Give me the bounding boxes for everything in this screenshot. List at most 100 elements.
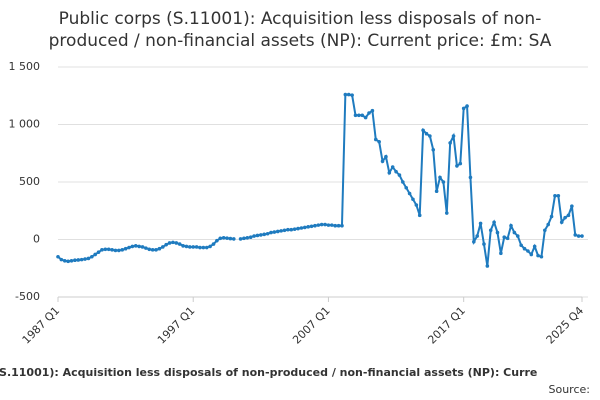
point: [231, 237, 236, 241]
point: [390, 165, 395, 169]
point: [228, 236, 233, 241]
point: [204, 245, 209, 250]
point: [488, 228, 493, 233]
point: [69, 258, 74, 263]
point: [360, 113, 365, 118]
point: [343, 92, 348, 97]
point: [424, 131, 429, 136]
point: [522, 246, 527, 251]
point: [316, 223, 321, 227]
point: [340, 223, 344, 228]
point: [201, 245, 206, 250]
point: [434, 189, 439, 193]
point: [438, 175, 442, 180]
point: [133, 244, 138, 248]
point: [137, 244, 141, 249]
point: [580, 234, 584, 238]
line: [57, 93, 582, 267]
y-tick-label: 500: [19, 175, 40, 188]
point: [86, 256, 91, 261]
point: [100, 248, 104, 252]
point: [123, 246, 128, 251]
point: [113, 248, 118, 253]
point: [478, 221, 483, 226]
point: [103, 247, 108, 252]
point: [117, 248, 121, 253]
point: [367, 111, 371, 115]
point: [576, 234, 581, 238]
point: [144, 246, 148, 250]
point: [191, 245, 196, 249]
point: [279, 229, 283, 233]
point: [404, 185, 409, 190]
x-tick-label: 1987 Q1: [20, 304, 63, 347]
point: [306, 225, 310, 229]
point: [330, 223, 334, 227]
point: [313, 223, 317, 228]
point: [130, 244, 135, 249]
point: [238, 237, 243, 241]
point: [566, 213, 571, 218]
y-tick-label: 1 000: [9, 118, 41, 131]
point: [56, 254, 60, 259]
point: [184, 244, 189, 249]
point: [140, 245, 145, 249]
point: [292, 227, 297, 231]
point: [526, 249, 530, 253]
point: [215, 238, 219, 243]
point: [333, 223, 338, 228]
point: [218, 236, 223, 241]
point: [248, 235, 253, 239]
point: [414, 203, 419, 207]
point: [181, 244, 185, 248]
point: [211, 242, 216, 246]
point: [272, 230, 277, 234]
point: [96, 250, 101, 254]
point: [377, 139, 381, 144]
point: [461, 106, 466, 111]
point: [62, 258, 67, 263]
point: [502, 235, 507, 239]
point: [79, 257, 84, 262]
point: [411, 197, 415, 202]
point: [546, 222, 550, 227]
point: [353, 113, 358, 118]
point: [289, 227, 294, 232]
point: [431, 148, 436, 152]
point: [265, 231, 270, 236]
point: [380, 159, 385, 164]
point: [475, 234, 480, 238]
x-tick-label: 2007 Q1: [290, 304, 333, 347]
point: [188, 245, 192, 249]
point: [73, 258, 77, 263]
point: [563, 215, 567, 220]
point: [370, 108, 375, 113]
point: [556, 194, 561, 198]
point: [529, 252, 534, 257]
source: Source:: [549, 383, 591, 396]
y-tick-label: 0: [33, 233, 40, 246]
point: [499, 251, 503, 256]
point: [319, 222, 324, 227]
point: [465, 104, 469, 108]
point: [167, 241, 172, 245]
point: [194, 245, 199, 249]
point: [448, 141, 452, 145]
point: [323, 222, 327, 227]
chart-title: Public corps (S.11001): Acquisition less…: [59, 9, 542, 29]
point: [549, 214, 554, 219]
point: [543, 228, 547, 233]
point: [76, 258, 81, 262]
point: [472, 240, 476, 244]
point: [225, 236, 229, 240]
point: [282, 228, 287, 233]
point: [296, 226, 300, 231]
point: [485, 264, 490, 268]
point: [245, 235, 250, 240]
point: [120, 248, 125, 252]
point: [127, 245, 131, 250]
point: [174, 241, 179, 245]
point: [242, 236, 246, 241]
point: [495, 230, 500, 235]
